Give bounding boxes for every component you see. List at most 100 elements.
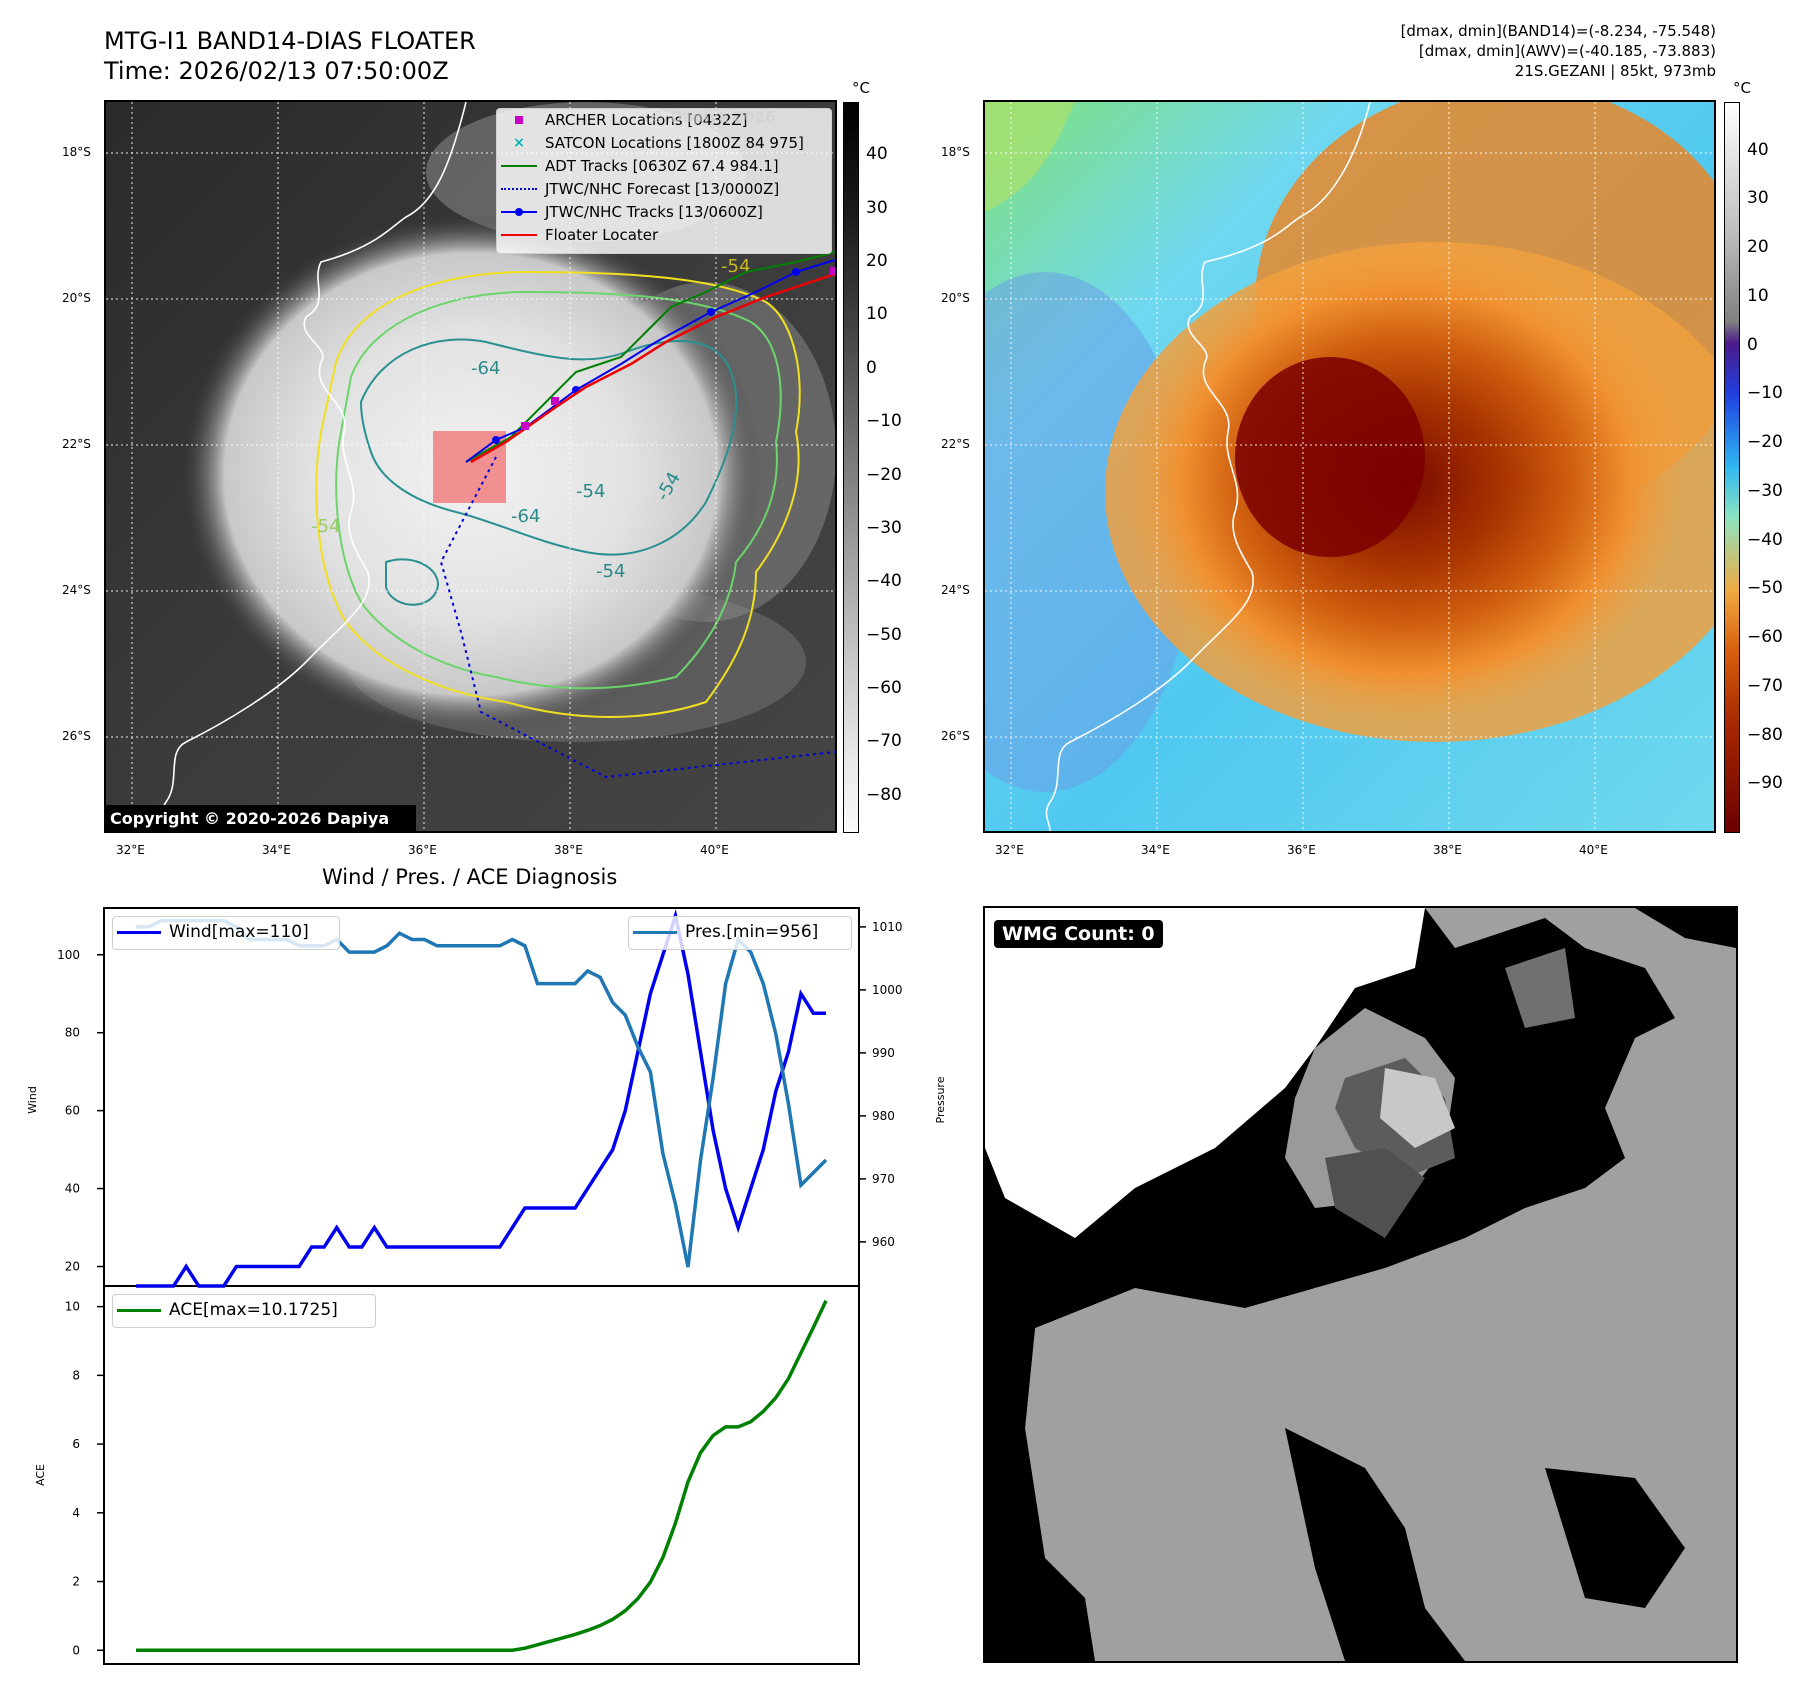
legend-item-archer: ARCHER Locations [0432Z] (497, 111, 748, 129)
colorbar-tick: −20 (1747, 432, 1783, 453)
legend-label: ARCHER Locations [0432Z] (545, 111, 748, 129)
wmg-count-badge: WMG Count: 0 (994, 920, 1163, 948)
wv-colorbar (1724, 102, 1740, 833)
wv-imagery-map (985, 102, 1714, 831)
colorbar-tick: 10 (1747, 285, 1769, 306)
colorbar-tick: 10 (866, 304, 888, 325)
contour-label: -54 (576, 481, 605, 502)
lon-label: 32°E (116, 843, 145, 857)
storm-info: 21S.GEZANI | 85kt, 973mb (1514, 62, 1716, 80)
ace-tick-label: 2 (72, 1575, 80, 1589)
ir-colorbar (843, 102, 859, 833)
legend-item-satcon: × SATCON Locations [1800Z 84 975] (513, 134, 804, 152)
ace-legend: ACE[max=10.1725] (112, 1294, 376, 1328)
colorbar-tick: −60 (866, 677, 902, 698)
jtwc-track (465, 259, 835, 463)
wind-legend: Wind[max=110] (112, 916, 340, 950)
wmg-panel (983, 906, 1738, 1663)
colorbar-tick: 20 (1747, 237, 1769, 258)
ir-legend: ARCHER Locations [0432Z] × SATCON Locati… (496, 108, 832, 254)
wv-green-corner (985, 102, 1075, 212)
pressure-tick-label: 1000 (872, 983, 903, 997)
wind-legend-label: Wind[max=110] (169, 922, 309, 942)
colorbar-tick: 40 (866, 144, 888, 165)
dmax-dmin-awv: [dmax, dmin](AWV)=(-40.185, -73.883) (1418, 42, 1716, 60)
ace-tick-label: 6 (72, 1437, 80, 1451)
contour-label: -54 (596, 561, 625, 582)
colorbar-tick: 20 (866, 251, 888, 272)
lat-label: 18°S (62, 145, 91, 159)
wind-axis-label: Wind (26, 1086, 39, 1114)
lat-label: 22°S (62, 437, 91, 451)
ir-contour-green (335, 290, 782, 690)
ace-tick-label: 0 (72, 1643, 80, 1657)
figure-title-line2: Time: 2026/02/13 07:50:00Z (104, 57, 449, 85)
pressure-tick-label: 980 (872, 1109, 895, 1123)
lat-label: 22°S (941, 437, 970, 451)
colorbar-tick: −70 (866, 731, 902, 752)
colorbar-tick: 0 (1747, 334, 1758, 355)
lon-label: 32°E (995, 843, 1024, 857)
ir-coastline (161, 102, 467, 831)
dmax-dmin-band14: [dmax, dmin](BAND14)=(-8.234, -75.548) (1400, 22, 1716, 40)
legend-label: Floater Locater (545, 226, 659, 244)
ace-line (136, 1299, 828, 1653)
wind-tick-label: 60 (65, 1104, 80, 1118)
colorbar-tick: −90 (1747, 773, 1783, 794)
ir-watermark: © Dapiya 2026 (650, 108, 776, 126)
lon-label: 38°E (1433, 843, 1462, 857)
wind-tick-label: 20 (65, 1260, 80, 1274)
colorbar-tick: 0 (866, 357, 877, 378)
wv-coastline (1045, 102, 1371, 831)
colorbar-tick: −50 (866, 624, 902, 645)
contour-label: -54 (721, 256, 750, 277)
wind-tick-label: 40 (65, 1182, 80, 1196)
lat-label: 24°S (62, 583, 91, 597)
wmg-black-south (1285, 1428, 1465, 1661)
lon-label: 38°E (554, 843, 583, 857)
contour-label: -64 (511, 506, 540, 527)
pressure-tick-label: 970 (872, 1172, 895, 1186)
wmg-gray-south (1135, 1238, 1736, 1508)
legend-label: JTWC/NHC Tracks [13/0600Z] (545, 203, 763, 221)
ace-tick-label: 4 (72, 1506, 80, 1520)
legend-item-jtwc-tracks: JTWC/NHC Tracks [13/0600Z] (497, 203, 763, 221)
colorbar-tick: −20 (866, 464, 902, 485)
colorbar-tick: −40 (1747, 529, 1783, 550)
colorbar-tick: 40 (1747, 139, 1769, 160)
pressure-axis-label: Pressure (934, 1076, 947, 1123)
wmg-dark-south (1325, 1148, 1425, 1238)
ir-contour-teal (359, 338, 738, 556)
wmg-grid (985, 908, 1736, 1661)
archer-locations (521, 267, 835, 430)
lon-label: 40°E (1579, 843, 1608, 857)
wmg-bright-core (1380, 1068, 1455, 1148)
pressure-legend: Pres.[min=956] (628, 916, 852, 950)
contour-label: -54 (311, 516, 340, 537)
copyright-text: Copyright © 2020-2026 Dapiya (110, 809, 389, 828)
wmg-dark-north (1505, 948, 1575, 1028)
wmg-black-southeast (1545, 1468, 1685, 1608)
ace-tick-label: 8 (72, 1368, 80, 1382)
wmg-black-west (985, 1238, 1135, 1448)
wv-imagery-panel (983, 100, 1716, 833)
lon-label: 34°E (262, 843, 291, 857)
lon-label: 40°E (700, 843, 729, 857)
legend-item-floater: Floater Locater (497, 226, 658, 244)
lat-label: 18°S (941, 145, 970, 159)
lon-label: 36°E (1287, 843, 1316, 857)
ace-axis-label: ACE (34, 1464, 47, 1486)
lat-label: 20°S (941, 291, 970, 305)
lat-label: 26°S (62, 729, 91, 743)
ace-legend-label: ACE[max=10.1725] (169, 1300, 338, 1320)
legend-label: ADT Tracks [0630Z 67.4 984.1] (545, 157, 779, 175)
wind-tick-label: 80 (65, 1026, 80, 1040)
wv-colorbar-unit: °C (1733, 79, 1751, 97)
wmg-white-region (985, 908, 1425, 1238)
legend-label: JTWC/NHC Forecast [13/0000Z] (545, 180, 780, 198)
wind-tick-label: 100 (57, 948, 80, 962)
legend-item-forecast: JTWC/NHC Forecast [13/0000Z] (497, 180, 779, 198)
wind-pres-axes (103, 907, 860, 1287)
wind-line (136, 909, 826, 1288)
figure-title-line1: MTG-I1 BAND14-DIAS FLOATER (104, 27, 476, 55)
